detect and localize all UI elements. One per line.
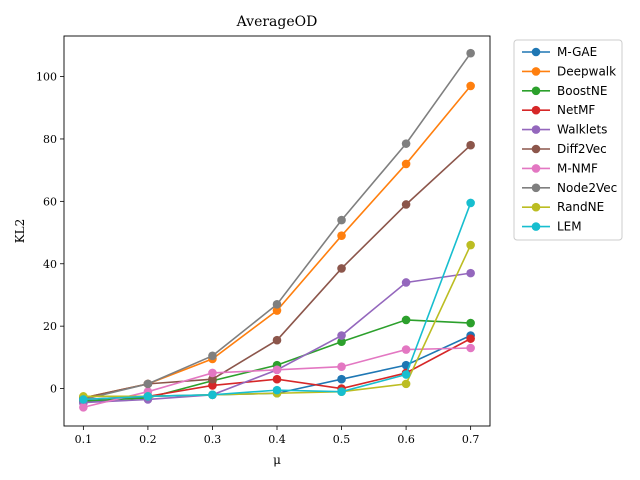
data-point <box>272 306 282 315</box>
x-axis-ticks: 0.1 0.2 0.3 0.4 0.5 0.6 0.7 <box>75 426 480 446</box>
legend-label: RandNE <box>557 200 604 214</box>
legend-marker <box>531 86 541 96</box>
data-point <box>272 374 282 384</box>
data-point <box>466 334 475 343</box>
data-point <box>143 392 153 401</box>
y-axis-label: KL2 <box>13 219 27 244</box>
legend-item: M-NMF <box>522 161 598 175</box>
data-point <box>401 379 411 389</box>
legend-item: NetMF <box>522 103 595 117</box>
data-point <box>337 387 346 396</box>
data-point <box>401 345 411 354</box>
data-point <box>272 335 282 345</box>
data-point <box>208 368 217 378</box>
series-lem <box>79 198 475 404</box>
data-point <box>337 215 346 225</box>
data-point <box>401 370 411 379</box>
y-axis-ticks: 0 20 40 60 80 100 <box>36 71 64 396</box>
legend-marker <box>531 202 541 212</box>
data-point <box>466 268 475 278</box>
x-tick-label: 0.1 <box>75 433 93 446</box>
data-point <box>466 81 475 91</box>
data-point <box>208 374 217 384</box>
legend-item: Diff2Vec <box>522 142 607 156</box>
x-tick-label: 0.6 <box>397 433 415 446</box>
legend-marker <box>531 105 541 115</box>
legend-item: LEM <box>522 220 582 234</box>
legend-marker <box>531 222 541 231</box>
data-point <box>208 381 217 390</box>
x-axis-label: μ <box>273 453 281 467</box>
legend-label: Walklets <box>557 123 607 137</box>
x-tick-label: 0.3 <box>204 433 222 446</box>
x-tick-label: 0.4 <box>268 433 286 446</box>
legend: M-GAE Deepwalk BoostNE NetMF Walklets Diff2Ve… <box>513 39 623 241</box>
data-point <box>466 240 475 250</box>
data-point <box>466 343 475 353</box>
legend-marker <box>531 183 541 193</box>
data-point <box>208 390 217 400</box>
y-tick-label: 80 <box>43 133 57 146</box>
legend-item: RandNE <box>522 200 604 214</box>
legend-marker <box>531 164 541 173</box>
legend-item: M-GAE <box>522 45 597 59</box>
legend-item: Node2Vec <box>522 181 617 195</box>
data-point <box>337 374 346 384</box>
data-point <box>337 331 346 340</box>
data-point <box>401 278 411 287</box>
legend-label: M-GAE <box>557 45 597 59</box>
legend-marker <box>531 67 541 76</box>
data-point <box>401 139 411 148</box>
legend-item: Walklets <box>522 123 607 137</box>
legend-label: Deepwalk <box>557 64 616 78</box>
legend-marker <box>531 47 541 57</box>
data-point <box>79 402 88 412</box>
data-point <box>272 385 282 395</box>
x-tick-label: 0.5 <box>333 433 351 446</box>
data-point <box>401 200 411 209</box>
legend-label: BoostNE <box>557 84 607 98</box>
data-point <box>337 337 346 347</box>
legend-label: LEM <box>557 220 582 234</box>
legend-label: M-NMF <box>557 161 598 175</box>
data-point <box>208 351 217 361</box>
data-point <box>401 159 411 169</box>
legend-label: NetMF <box>557 103 595 117</box>
data-point <box>79 395 88 404</box>
legend-item: Deepwalk <box>522 64 616 78</box>
data-point <box>337 264 346 273</box>
series-lines <box>79 48 475 412</box>
data-point <box>401 315 411 325</box>
legend-item: BoostNE <box>522 84 607 98</box>
series-m-nmf <box>79 343 475 412</box>
data-point <box>337 362 346 372</box>
legend-label: Diff2Vec <box>557 142 607 156</box>
data-point <box>272 365 282 375</box>
data-point <box>466 318 475 328</box>
data-point <box>272 300 282 309</box>
data-point <box>466 198 475 208</box>
data-point <box>337 231 346 240</box>
y-tick-label: 60 <box>43 195 57 208</box>
y-tick-label: 40 <box>43 258 57 271</box>
data-point <box>143 379 153 389</box>
y-tick-label: 0 <box>50 383 57 396</box>
data-point <box>466 48 475 58</box>
legend-marker <box>531 144 541 154</box>
legend-label: Node2Vec <box>557 181 617 195</box>
data-point <box>466 140 475 150</box>
legend-marker <box>531 125 541 134</box>
y-tick-label: 100 <box>36 71 57 84</box>
y-tick-label: 20 <box>43 320 57 333</box>
x-tick-label: 0.2 <box>139 433 157 446</box>
x-tick-label: 0.7 <box>462 433 480 446</box>
chart-title: AverageOD <box>236 14 318 30</box>
